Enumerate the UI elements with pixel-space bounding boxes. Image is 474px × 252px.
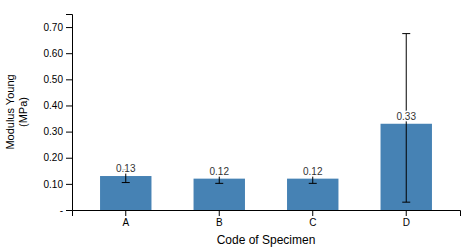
y-tick-label: 0.60 — [44, 48, 64, 59]
x-axis-title: Code of Specimen — [217, 233, 316, 247]
y-tick-label: 0.40 — [44, 100, 64, 111]
y-tick-label: 0.10 — [44, 179, 64, 190]
y-axis: - 0.10 0.20 0.30 0.40 0.50 0.60 0.70 — [44, 15, 73, 216]
y-tick: 0.40 — [44, 100, 72, 111]
chart: -0.100.200.300.400.500.600.70ABCD0.130.1… — [0, 0, 474, 252]
y-tick: 0.50 — [44, 74, 72, 85]
x-tick: C — [309, 210, 316, 228]
x-tick-mark — [312, 210, 313, 216]
plot: -0.100.200.300.400.500.600.70ABCD0.130.1… — [4, 15, 461, 248]
y-tick-mark — [66, 132, 72, 133]
x-tick-mark — [219, 210, 220, 216]
x-tick: D — [403, 210, 410, 228]
x-tick-mark — [406, 210, 407, 216]
y-tick-label: 0.30 — [44, 126, 64, 137]
y-tick: - — [60, 205, 72, 216]
y-tick-label: 0.20 — [44, 152, 64, 163]
data-label: 0.33 — [397, 111, 417, 122]
y-tick-mark — [66, 158, 72, 159]
y-tick-label: 0.70 — [44, 22, 64, 33]
x-tick-label: C — [309, 217, 316, 228]
y-tick: 0.10 — [44, 179, 72, 190]
x-tick: A — [122, 210, 129, 228]
y-tick: 0.20 — [44, 152, 72, 163]
y-tick: 0.30 — [44, 126, 72, 137]
data-label: 0.12 — [303, 166, 323, 177]
y-tick-mark — [66, 53, 72, 54]
y-tick-mark — [66, 210, 72, 211]
x-tick-label: A — [122, 217, 129, 228]
y-tick: 0.70 — [44, 22, 72, 33]
x-axis-line — [73, 211, 461, 217]
x-axis: A B C D — [73, 210, 461, 228]
y-tick-mark — [66, 184, 72, 185]
data-label: 0.13 — [116, 163, 136, 174]
x-tick-label: D — [403, 217, 410, 228]
y-axis-title: Modulus Young(MPa) — [4, 74, 29, 149]
y-tick-mark — [66, 105, 72, 106]
x-tick-label: B — [216, 217, 223, 228]
y-tick-label: 0.50 — [44, 74, 64, 85]
y-tick-label: - — [60, 205, 63, 216]
y-axis-line — [66, 15, 73, 211]
y-tick: 0.60 — [44, 48, 72, 59]
y-tick-mark — [66, 27, 72, 28]
marks — [100, 34, 432, 210]
data-label: 0.12 — [210, 166, 230, 177]
x-tick-mark — [125, 210, 126, 216]
x-tick: B — [216, 210, 223, 228]
y-tick-mark — [66, 79, 72, 80]
data-labels: 0.13 0.12 0.12 0.33 — [116, 111, 416, 177]
